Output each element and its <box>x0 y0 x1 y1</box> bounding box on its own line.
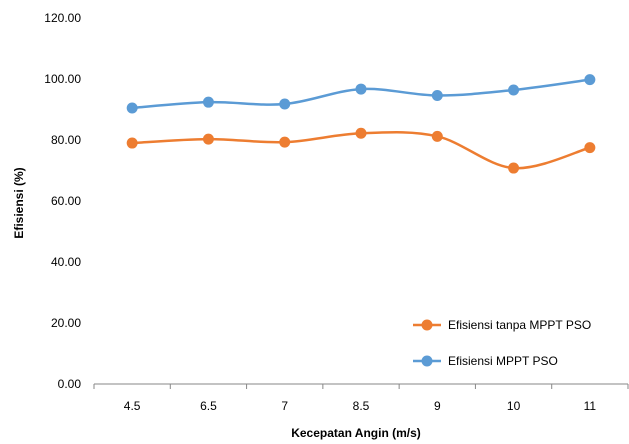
y-tick-label: 80.00 <box>51 133 81 147</box>
x-tick-label: 4.5 <box>124 399 141 413</box>
x-axis-ticks: 4.5 6.5 7 8.5 9 10 11 <box>93 384 629 413</box>
x-tick-label: 6.5 <box>200 399 217 413</box>
data-point-series-2 <box>508 84 520 96</box>
data-point-series-1 <box>126 137 138 149</box>
data-point-series-1 <box>431 130 443 142</box>
data-point-series-1 <box>508 162 520 174</box>
y-tick-label: 60.00 <box>51 194 81 208</box>
x-tick-label: 11 <box>584 399 597 413</box>
legend: Efisiensi tanpa MPPT PSO Efisiensi MPPT P… <box>413 318 591 368</box>
data-point-series-2 <box>431 89 443 101</box>
data-point-series-1 <box>355 127 367 139</box>
series-layer <box>126 74 596 174</box>
x-tick-label: 10 <box>507 399 521 413</box>
y-tick-label: 100.00 <box>44 72 81 86</box>
legend-marker <box>421 355 433 367</box>
x-axis-title: Kecepatan Angin (m/s) <box>291 426 421 440</box>
data-point-series-2 <box>584 74 596 86</box>
y-tick-label: 0.00 <box>58 377 82 391</box>
data-point-series-1 <box>202 133 214 145</box>
y-tick-label: 120.00 <box>44 11 81 25</box>
legend-label: Efisiensi tanpa MPPT PSO <box>448 318 591 332</box>
data-point-series-2 <box>279 98 291 110</box>
data-point-series-1 <box>584 142 596 154</box>
legend-label: Efisiensi MPPT PSO <box>448 354 558 368</box>
data-point-series-2 <box>126 102 138 114</box>
data-point-series-2 <box>355 83 367 95</box>
x-tick-label: 8.5 <box>353 399 370 413</box>
data-point-series-1 <box>279 136 291 148</box>
y-tick-label: 40.00 <box>51 255 81 269</box>
y-tick-label: 20.00 <box>51 316 81 330</box>
data-point-series-2 <box>202 96 214 108</box>
y-axis-ticks: 0.00 20.00 40.00 60.00 80.00 100.00 120.00 <box>44 11 81 391</box>
legend-marker <box>421 319 433 331</box>
y-axis-title: Efisiensi (%) <box>12 167 26 238</box>
x-tick-label: 7 <box>281 399 288 413</box>
x-tick-label: 9 <box>434 399 441 413</box>
